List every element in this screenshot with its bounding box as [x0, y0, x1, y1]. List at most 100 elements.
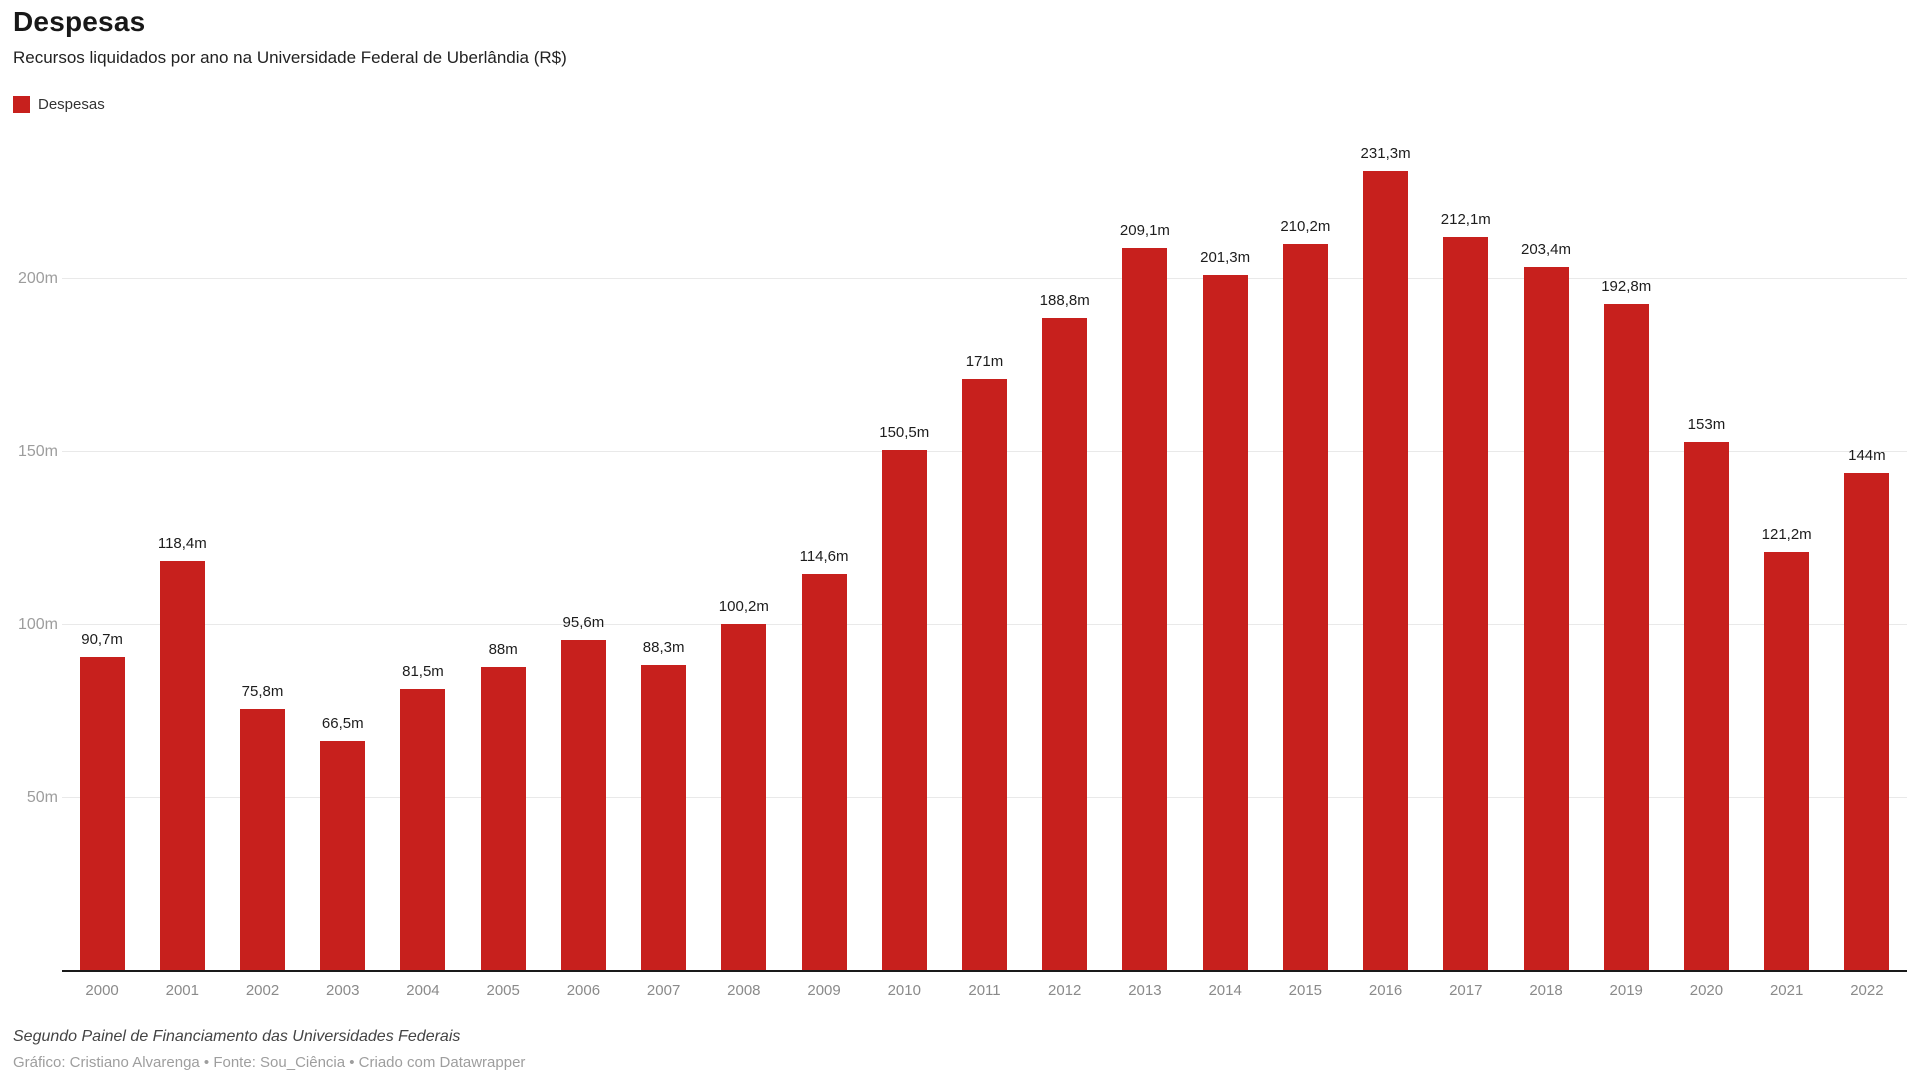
- bar-2010[interactable]: [881, 450, 927, 971]
- legend: Despesas: [13, 96, 105, 113]
- x-axis-label-2008: 2008: [727, 982, 761, 999]
- bar-2015[interactable]: [1282, 243, 1328, 971]
- bar-value-label-2021: 121,2m: [1761, 525, 1812, 543]
- bar-value-label-2000: 90,7m: [81, 631, 123, 649]
- bar-value-label-2016: 231,3m: [1360, 144, 1411, 162]
- bar-cell-2005: 88m: [463, 130, 543, 971]
- x-axis-label-2007: 2007: [646, 982, 681, 999]
- footer-credits: Gráfico: Cristiano Alvarenga • Fonte: So…: [13, 1054, 526, 1071]
- bar-cell-2012: 188,8m: [1025, 130, 1105, 971]
- x-axis-labels: 2000 2001 2002 2003 2004 2005 2006 2007 2008 2009…: [62, 980, 1907, 1002]
- x-axis-baseline: [62, 970, 1907, 972]
- bar-cell-2014: 201,3m: [1185, 130, 1265, 971]
- x-axis-label-2004: 2004: [406, 982, 440, 999]
- bar-cell-2020: 153m: [1666, 130, 1746, 971]
- bar-value-label-2005: 88m: [488, 640, 518, 658]
- x-axis-label-2010: 2010: [887, 982, 921, 999]
- footer-note: Segundo Painel de Financiamento das Univ…: [13, 1028, 461, 1045]
- bar-value-label-2002: 75,8m: [241, 682, 284, 700]
- bar-value-label-2019: 192,8m: [1601, 277, 1652, 295]
- x-axis-label-2014: 2014: [1208, 982, 1242, 999]
- bar-value-label-2013: 209,1m: [1119, 221, 1170, 239]
- bar-value-label-2018: 203,4m: [1520, 241, 1572, 259]
- bar-value-label-2008: 100,2m: [718, 598, 769, 616]
- y-axis-tick-label: 50m: [26, 789, 58, 806]
- bar-cell-2017: 212,1m: [1426, 130, 1506, 971]
- y-axis-tick-label: 200m: [17, 270, 58, 287]
- bar-cell-2006: 95,6m: [543, 130, 623, 971]
- bar-cell-2021: 121,2m: [1747, 130, 1827, 971]
- x-axis-label-2000: 2000: [85, 982, 119, 999]
- bar-value-label-2007: 88,3m: [642, 639, 685, 657]
- bar-2005[interactable]: [480, 666, 526, 971]
- bar-value-label-2017: 212,1m: [1440, 211, 1491, 229]
- bar-2014[interactable]: [1202, 274, 1248, 971]
- x-axis-label-2009: 2009: [807, 982, 841, 999]
- bar-value-label-2020: 153m: [1687, 415, 1726, 433]
- bar-cell-2002: 75,8m: [222, 130, 302, 971]
- x-axis-label-2011: 2011: [968, 982, 1001, 999]
- y-axis-tick-label: 150m: [17, 443, 58, 460]
- bar-value-label-2006: 95,6m: [562, 614, 605, 632]
- bar-2007[interactable]: [641, 665, 687, 971]
- gridline-200m: [62, 278, 1907, 279]
- bar-cell-2000: 90,7m: [62, 130, 142, 971]
- x-axis-label-2005: 2005: [486, 982, 520, 999]
- x-axis-label-2018: 2018: [1529, 982, 1563, 999]
- bar-2016[interactable]: [1363, 170, 1409, 971]
- bar-2018[interactable]: [1523, 267, 1569, 971]
- x-axis-label-2013: 2013: [1128, 982, 1162, 999]
- bar-value-label-2004: 81,5m: [402, 663, 444, 681]
- x-axis-label-2021: 2021: [1769, 982, 1804, 999]
- bar-2021[interactable]: [1764, 551, 1810, 971]
- x-axis-label-2019: 2019: [1609, 982, 1643, 999]
- bar-cell-2019: 192,8m: [1586, 130, 1666, 971]
- bar-2006[interactable]: [560, 640, 606, 971]
- x-axis-label-2020: 2020: [1689, 982, 1724, 999]
- bar-2011[interactable]: [961, 379, 1007, 971]
- x-axis-label-2016: 2016: [1368, 982, 1403, 999]
- bar-cell-2003: 66,5m: [303, 130, 383, 971]
- bar-2017[interactable]: [1443, 237, 1489, 971]
- bar-2008[interactable]: [721, 624, 767, 971]
- bar-2013[interactable]: [1122, 247, 1168, 971]
- bar-value-label-2001: 118,4m: [157, 535, 207, 553]
- bar-cell-2007: 88,3m: [624, 130, 704, 971]
- bar-2001[interactable]: [159, 561, 205, 971]
- bar-value-label-2003: 66,5m: [321, 714, 364, 732]
- bar-2012[interactable]: [1042, 317, 1088, 971]
- x-axis-label-2017: 2017: [1449, 982, 1483, 999]
- bar-cell-2015: 210,2m: [1265, 130, 1345, 971]
- bar-2004[interactable]: [400, 689, 446, 971]
- bar-cell-2018: 203,4m: [1506, 130, 1586, 971]
- y-axis-tick-label: 100m: [17, 616, 58, 633]
- x-axis-label-2001: 2001: [165, 982, 199, 999]
- x-axis-label-2006: 2006: [566, 982, 601, 999]
- bar-value-label-2022: 144m: [1848, 446, 1886, 464]
- bar-value-label-2012: 188,8m: [1039, 291, 1090, 309]
- bar-cell-2013: 209,1m: [1105, 130, 1185, 971]
- legend-label: Despesas: [38, 96, 105, 113]
- legend-swatch-icon: [13, 96, 30, 113]
- bar-2009[interactable]: [801, 574, 847, 971]
- bar-cell-2001: 118,4m: [142, 130, 222, 971]
- x-axis-label-2002: 2002: [245, 982, 280, 999]
- bar-2022[interactable]: [1844, 472, 1890, 971]
- x-axis-label-2003: 2003: [326, 982, 360, 999]
- bar-value-label-2014: 201,3m: [1200, 248, 1251, 266]
- x-axis-label-2015: 2015: [1288, 982, 1323, 999]
- bar-value-label-2010: 150,5m: [879, 424, 930, 442]
- bar-2003[interactable]: [320, 740, 366, 971]
- x-axis-label-2012: 2012: [1048, 982, 1082, 999]
- bar-2019[interactable]: [1603, 303, 1649, 971]
- bar-value-label-2015: 210,2m: [1280, 217, 1331, 235]
- bar-cell-2016: 231,3m: [1345, 130, 1425, 971]
- bar-cell-2010: 150,5m: [864, 130, 944, 971]
- bar-cell-2011: 171m: [944, 130, 1024, 971]
- bar-value-label-2011: 171m: [965, 353, 1004, 371]
- bar-2020[interactable]: [1683, 441, 1729, 971]
- bar-cell-2009: 114,6m: [784, 130, 864, 971]
- bar-2002[interactable]: [240, 708, 286, 971]
- bar-2000[interactable]: [79, 657, 125, 971]
